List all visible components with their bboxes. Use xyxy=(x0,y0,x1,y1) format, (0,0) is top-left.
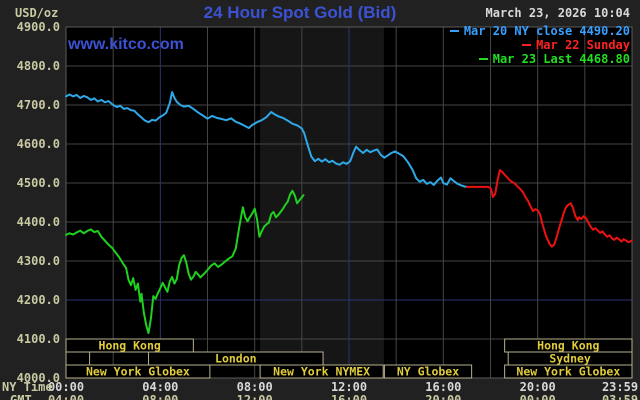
legend-dash-icon xyxy=(478,58,488,60)
y-axis-tick-label: 4400.0 xyxy=(17,215,60,229)
session-box xyxy=(65,338,194,353)
y-axis-unit-label: USD/oz xyxy=(15,6,59,20)
session-label: New York NYMEX xyxy=(273,365,370,379)
y-axis-tick-label: 4200.0 xyxy=(17,293,60,307)
y-axis-tick-label: 4600.0 xyxy=(17,137,60,151)
session-label: New York Globex xyxy=(86,365,190,379)
x-axis-gmt-tick-label: 03:59 xyxy=(602,393,638,400)
legend-label: Mar 23 Last 4468.80 xyxy=(492,52,630,66)
session-box xyxy=(65,364,211,379)
session-label: Sydney xyxy=(549,352,591,366)
x-axis-ny-tick-label: 12:00 xyxy=(331,380,367,394)
session-label: New York Globex xyxy=(516,365,620,379)
session-box xyxy=(504,364,633,379)
legend-label: Mar 22 Sunday xyxy=(536,38,630,52)
x-axis-gmt-tick-label: 04:00 xyxy=(48,393,84,400)
legend: Mar 20 NY close 4490.20 Mar 22 Sunday Mar … xyxy=(449,24,630,66)
session-box xyxy=(65,351,91,366)
legend-dash-icon xyxy=(522,44,532,46)
x-axis-ny-tick-label: 20:00 xyxy=(520,380,556,394)
session-label: NY Globex xyxy=(397,365,459,379)
price-line-1 xyxy=(465,169,633,248)
session-label: Hong Kong xyxy=(537,339,599,353)
legend-item: Mar 22 Sunday xyxy=(450,38,630,52)
price-line-0 xyxy=(65,91,468,188)
y-axis-tick-label: 4500.0 xyxy=(17,176,60,190)
x-axis-gmt-tick-label: 20:00 xyxy=(425,393,461,400)
price-line-2 xyxy=(65,189,305,335)
legend-item: Mar 23 Last 4468.80 xyxy=(450,52,630,66)
nymex-session-band xyxy=(260,27,384,378)
gmt-axis-label: GMT xyxy=(10,393,32,400)
legend-label: Mar 20 NY close 4490.20 xyxy=(463,24,630,38)
y-axis-tick-label: 4100.0 xyxy=(17,332,60,346)
session-label: London xyxy=(215,352,257,366)
y-axis-tick-label: 4300.0 xyxy=(17,254,60,268)
ny-time-axis-label: NY Time xyxy=(2,380,53,394)
session-box xyxy=(259,364,384,379)
x-axis-ny-tick-label: 00:00 xyxy=(48,380,84,394)
legend-item: Mar 20 NY close 4490.20 xyxy=(449,24,630,38)
chart-timestamp: March 23, 2026 10:04 xyxy=(485,6,631,20)
y-axis-tick-label: 4800.0 xyxy=(17,59,60,73)
session-box xyxy=(383,364,473,379)
y-axis-tick-label: 4000.0 xyxy=(17,371,60,385)
x-axis-gmt-tick-label: 00:00 xyxy=(520,393,556,400)
x-axis-ny-tick-label: 04:00 xyxy=(142,380,178,394)
x-axis-ny-tick-label: 08:00 xyxy=(237,380,273,394)
x-axis-gmt-tick-label: 16:00 xyxy=(331,393,367,400)
x-axis-gmt-tick-label: 08:00 xyxy=(142,393,178,400)
x-axis-ny-tick-label: 16:00 xyxy=(425,380,461,394)
session-box xyxy=(148,351,324,366)
y-axis-tick-label: 4700.0 xyxy=(17,98,60,112)
session-label: Hong Kong xyxy=(99,339,161,353)
page-title: 24 Hour Spot Gold (Bid) xyxy=(203,3,397,22)
y-axis-tick-label: 4900.0 xyxy=(17,20,60,34)
kitco-watermark-link[interactable]: www.kitco.com xyxy=(68,36,184,53)
x-axis-gmt-tick-label: 12:00 xyxy=(237,393,273,400)
legend-dash-icon xyxy=(449,30,459,32)
x-axis-ny-tick-label: 23:59 xyxy=(602,380,638,394)
